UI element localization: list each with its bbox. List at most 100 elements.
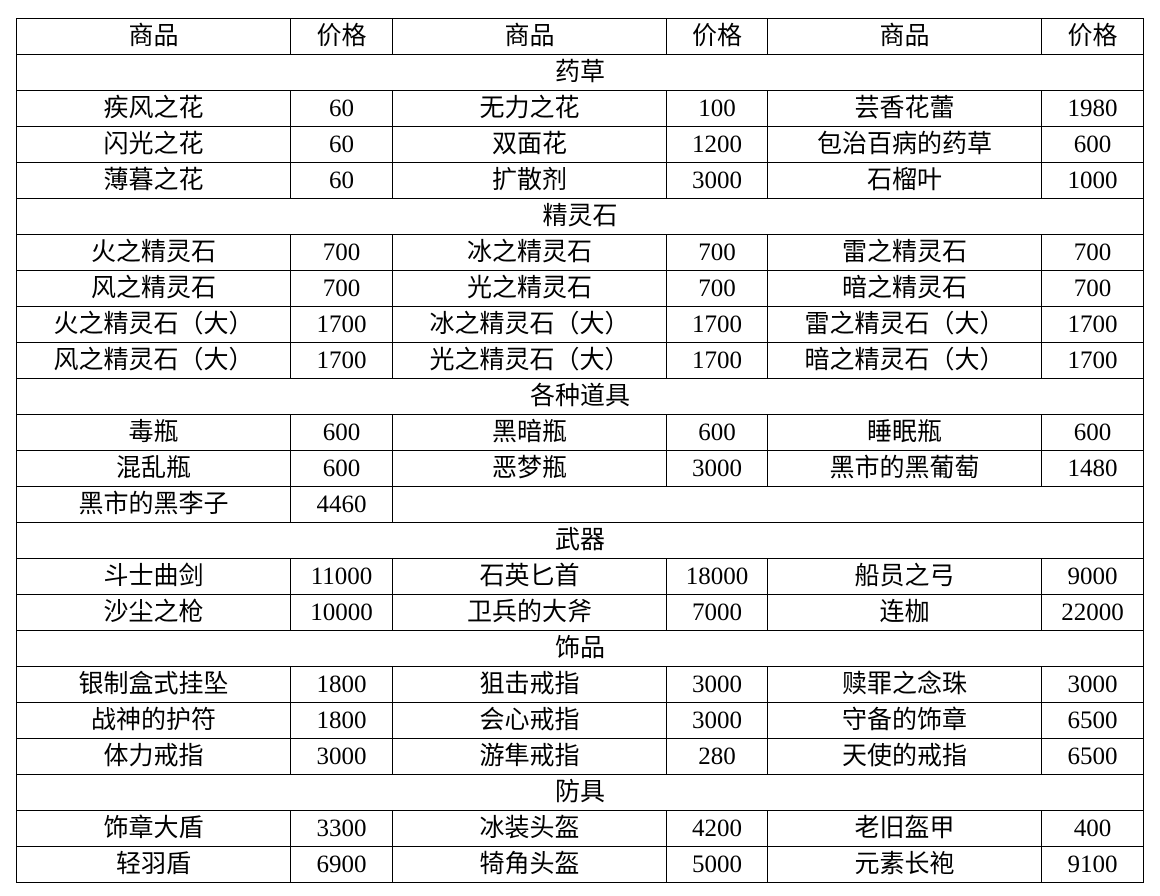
price-cell: 18000: [666, 558, 768, 595]
item-cell: 黑暗瓶: [392, 414, 667, 451]
item-cell: 老旧盔甲: [767, 810, 1042, 847]
section-title: 防具: [16, 774, 1144, 811]
price-cell: 1200: [666, 126, 768, 163]
section-title: 武器: [16, 522, 1144, 559]
price-cell: 700: [666, 234, 768, 271]
item-cell: 暗之精灵石（大）: [767, 342, 1042, 379]
header-cell: 商品: [392, 18, 667, 55]
item-row: 体力戒指 3000 游隼戒指 280 天使的戒指 6500: [16, 738, 1144, 775]
item-cell: 冰之精灵石: [392, 234, 667, 271]
price-cell: 1480: [1041, 450, 1144, 487]
price-cell: 1800: [290, 666, 393, 703]
price-cell: 700: [290, 270, 393, 307]
item-cell: 元素长袍: [767, 846, 1042, 883]
item-row: 疾风之花 60 无力之花 100 芸香花蕾 1980: [16, 90, 1144, 127]
item-cell: 赎罪之念珠: [767, 666, 1042, 703]
item-cell: 双面花: [392, 126, 667, 163]
item-cell: 黑市的黑李子: [16, 486, 291, 523]
price-cell: 3000: [666, 450, 768, 487]
price-cell: 1700: [1041, 342, 1144, 379]
price-cell: 3000: [1041, 666, 1144, 703]
item-cell: 游隼戒指: [392, 738, 667, 775]
section-row: 精灵石: [16, 198, 1144, 235]
item-cell: 光之精灵石: [392, 270, 667, 307]
price-cell: 6500: [1041, 738, 1144, 775]
header-cell: 价格: [1041, 18, 1144, 55]
item-cell: 暗之精灵石: [767, 270, 1042, 307]
item-row: 饰章大盾 3300 冰装头盔 4200 老旧盔甲 400: [16, 810, 1144, 847]
section-row: 各种道具: [16, 378, 1144, 415]
item-cell: 毒瓶: [16, 414, 291, 451]
section-title: 药草: [16, 54, 1144, 91]
item-row: 风之精灵石 700 光之精灵石 700 暗之精灵石 700: [16, 270, 1144, 307]
item-cell: 混乱瓶: [16, 450, 291, 487]
item-cell: 恶梦瓶: [392, 450, 667, 487]
price-cell: 1700: [1041, 306, 1144, 343]
item-row: 闪光之花 60 双面花 1200 包治百病的药草 600: [16, 126, 1144, 163]
item-cell: 扩散剂: [392, 162, 667, 199]
item-cell: 薄暮之花: [16, 162, 291, 199]
header-cell: 价格: [666, 18, 768, 55]
item-row: 斗士曲剑 11000 石英匕首 18000 船员之弓 9000: [16, 558, 1144, 595]
item-cell: 石榴叶: [767, 162, 1042, 199]
item-cell: 雷之精灵石: [767, 234, 1042, 271]
price-table: 商品 价格 商品 价格 商品 价格 药草 疾风之花 60 无力之花 100 芸香花蕾 1980 闪光之花 6…: [16, 18, 1144, 883]
item-cell: 犄角头盔: [392, 846, 667, 883]
item-cell: 天使的戒指: [767, 738, 1042, 775]
item-cell: 光之精灵石（大）: [392, 342, 667, 379]
price-cell: 700: [290, 234, 393, 271]
item-cell: 银制盒式挂坠: [16, 666, 291, 703]
price-cell: 1700: [666, 306, 768, 343]
item-cell: 船员之弓: [767, 558, 1042, 595]
section-row: 药草: [16, 54, 1144, 91]
price-cell: 60: [290, 126, 393, 163]
price-cell: 9100: [1041, 846, 1144, 883]
price-cell: 1000: [1041, 162, 1144, 199]
item-row: 战神的护符 1800 会心戒指 3000 守备的饰章 6500: [16, 702, 1144, 739]
item-row: 薄暮之花 60 扩散剂 3000 石榴叶 1000: [16, 162, 1144, 199]
item-cell: 风之精灵石（大）: [16, 342, 291, 379]
item-row: 黑市的黑李子 4460: [16, 486, 1144, 523]
item-cell: 闪光之花: [16, 126, 291, 163]
item-cell: 火之精灵石: [16, 234, 291, 271]
item-cell: 体力戒指: [16, 738, 291, 775]
price-cell: 6900: [290, 846, 393, 883]
price-cell: 9000: [1041, 558, 1144, 595]
price-cell: 700: [1041, 270, 1144, 307]
item-cell: 雷之精灵石（大）: [767, 306, 1042, 343]
item-row: 风之精灵石（大） 1700 光之精灵石（大） 1700 暗之精灵石（大） 1700: [16, 342, 1144, 379]
section-title: 饰品: [16, 630, 1144, 667]
price-cell: 3000: [290, 738, 393, 775]
price-cell: 5000: [666, 846, 768, 883]
item-cell: 卫兵的大斧: [392, 594, 667, 631]
item-cell: 会心戒指: [392, 702, 667, 739]
price-cell: 280: [666, 738, 768, 775]
item-cell: 包治百病的药草: [767, 126, 1042, 163]
header-cell: 价格: [290, 18, 393, 55]
item-cell: 守备的饰章: [767, 702, 1042, 739]
price-cell: 60: [290, 90, 393, 127]
empty-cell: [392, 486, 1144, 523]
price-cell: 11000: [290, 558, 393, 595]
price-cell: 3000: [666, 702, 768, 739]
item-row: 火之精灵石（大） 1700 冰之精灵石（大） 1700 雷之精灵石（大） 1700: [16, 306, 1144, 343]
price-cell: 700: [1041, 234, 1144, 271]
item-row: 轻羽盾 6900 犄角头盔 5000 元素长袍 9100: [16, 846, 1144, 883]
item-cell: 冰之精灵石（大）: [392, 306, 667, 343]
price-cell: 60: [290, 162, 393, 199]
item-cell: 冰装头盔: [392, 810, 667, 847]
item-row: 毒瓶 600 黑暗瓶 600 睡眠瓶 600: [16, 414, 1144, 451]
price-cell: 4200: [666, 810, 768, 847]
item-cell: 轻羽盾: [16, 846, 291, 883]
price-cell: 600: [666, 414, 768, 451]
price-cell: 1800: [290, 702, 393, 739]
item-cell: 战神的护符: [16, 702, 291, 739]
price-cell: 1700: [666, 342, 768, 379]
price-cell: 3000: [666, 666, 768, 703]
price-cell: 600: [290, 450, 393, 487]
item-cell: 风之精灵石: [16, 270, 291, 307]
price-cell: 100: [666, 90, 768, 127]
section-title: 精灵石: [16, 198, 1144, 235]
price-cell: 1700: [290, 306, 393, 343]
